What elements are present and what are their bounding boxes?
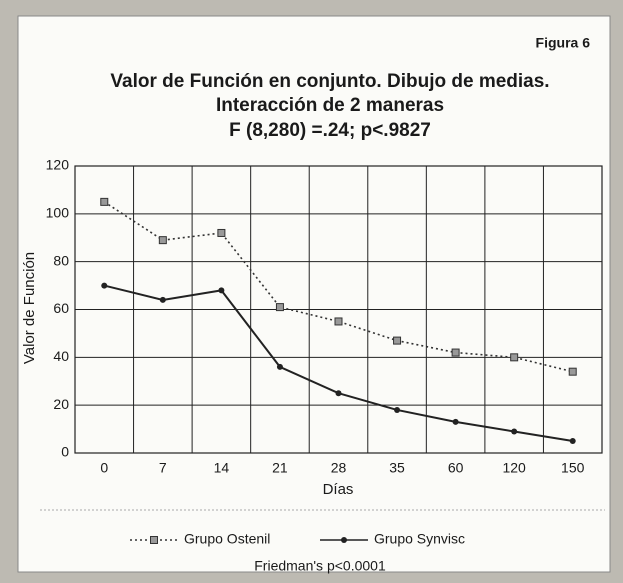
- x-tick-label: 21: [272, 460, 288, 476]
- marker: [452, 418, 459, 425]
- y-tick-label: 20: [53, 396, 69, 412]
- y-tick-label: 60: [53, 300, 69, 316]
- marker: [334, 317, 343, 326]
- x-tick-label: 35: [389, 460, 405, 476]
- marker: [159, 296, 166, 303]
- chart-title: F (8,280) =.24; p<.9827: [229, 120, 431, 141]
- marker: [150, 536, 158, 544]
- y-tick-label: 40: [53, 348, 69, 364]
- marker: [569, 438, 576, 445]
- marker: [510, 353, 519, 362]
- marker: [218, 287, 225, 294]
- x-tick-label: 120: [502, 460, 526, 476]
- footnote: Friedman's p<0.0001: [254, 558, 386, 574]
- y-tick-label: 80: [53, 252, 69, 268]
- panel: [17, 15, 611, 573]
- marker: [393, 336, 402, 345]
- marker: [451, 348, 460, 357]
- marker: [335, 390, 342, 397]
- figure-label: Figura 6: [536, 35, 591, 51]
- marker: [568, 367, 577, 376]
- y-tick-label: 120: [46, 157, 70, 173]
- marker: [217, 228, 226, 237]
- x-tick-label: 150: [561, 460, 585, 476]
- x-tick-label: 14: [214, 460, 230, 476]
- chart-title: Valor de Función en conjunto. Dibujo de …: [110, 71, 549, 92]
- y-axis-label: Valor de Función: [21, 252, 38, 364]
- marker: [101, 282, 108, 289]
- y-tick-label: 100: [46, 205, 70, 221]
- marker: [275, 303, 284, 312]
- legend-label: Grupo Ostenil: [184, 531, 270, 547]
- x-tick-label: 28: [331, 460, 347, 476]
- marker: [276, 363, 283, 370]
- marker: [158, 236, 167, 245]
- marker: [394, 406, 401, 413]
- x-tick-label: 0: [100, 460, 108, 476]
- marker: [511, 428, 518, 435]
- chart-title: Interacción de 2 maneras: [216, 95, 444, 116]
- marker: [341, 537, 347, 543]
- x-tick-label: 60: [448, 460, 464, 476]
- marker: [100, 197, 109, 206]
- x-tick-label: 7: [159, 460, 167, 476]
- y-tick-label: 0: [61, 444, 69, 460]
- legend-label: Grupo Synvisc: [374, 531, 465, 547]
- x-axis-label: Días: [323, 481, 354, 498]
